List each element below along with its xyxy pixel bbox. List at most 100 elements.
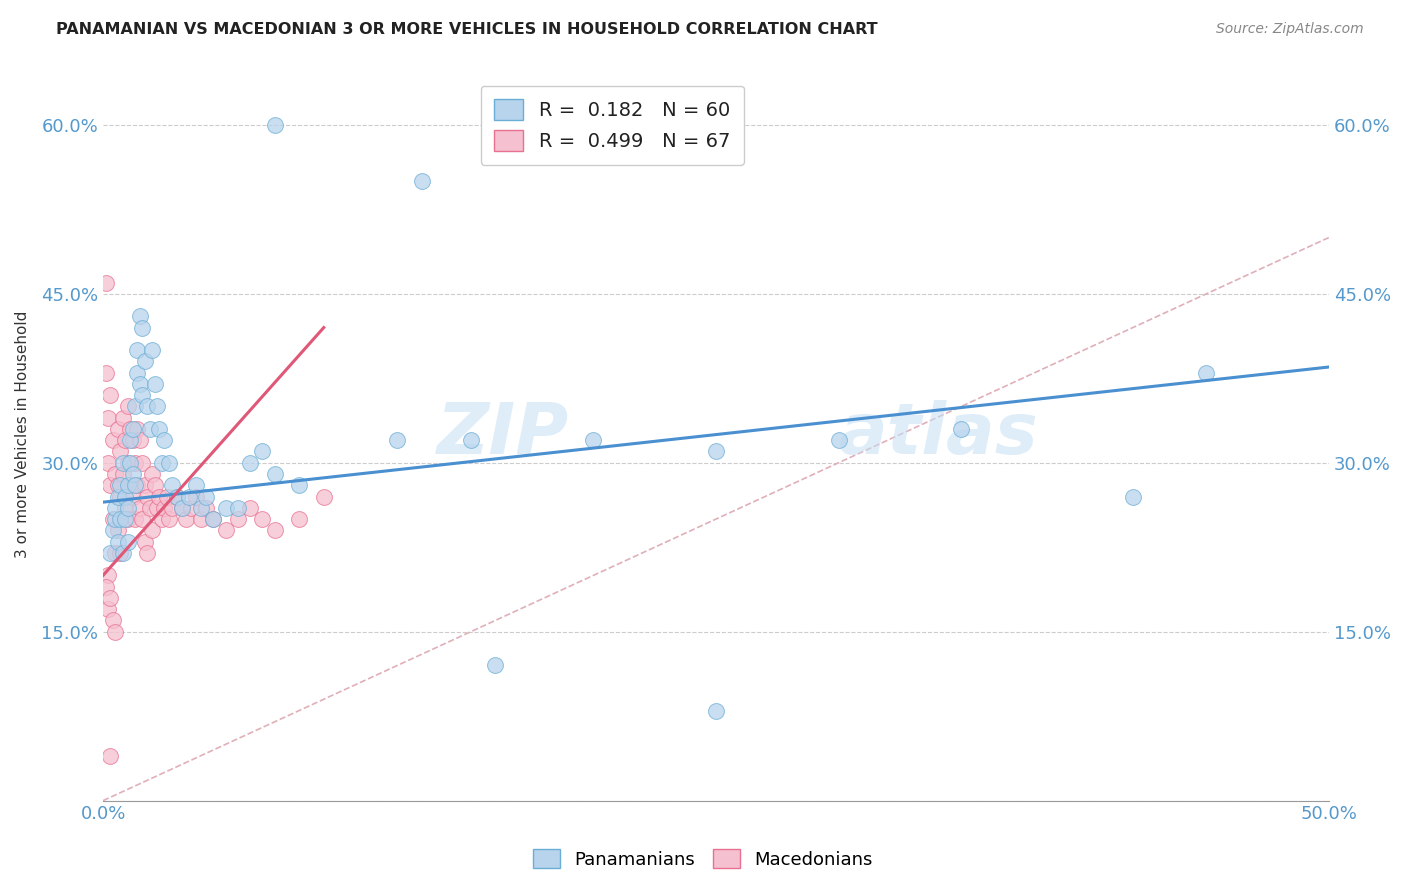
Point: [94, 276, 117, 290]
Point: [104, 546, 127, 560]
Point: [97, 568, 120, 582]
Point: [134, 534, 156, 549]
Point: [111, 467, 134, 481]
Point: [180, 500, 202, 515]
Point: [186, 490, 208, 504]
Point: [166, 490, 188, 504]
Point: [107, 478, 129, 492]
Point: [117, 534, 139, 549]
Point: [131, 512, 153, 526]
Point: [146, 500, 169, 515]
Point: [146, 400, 169, 414]
Point: [141, 343, 163, 357]
Point: [138, 500, 160, 515]
Point: [136, 400, 159, 414]
Point: [582, 433, 605, 447]
Point: [160, 500, 183, 515]
Point: [120, 478, 142, 492]
Point: [239, 500, 262, 515]
Point: [104, 467, 127, 481]
Point: [117, 478, 139, 492]
Point: [143, 478, 166, 492]
Text: atlas: atlas: [838, 401, 1039, 469]
Point: [190, 512, 212, 526]
Point: [117, 500, 139, 515]
Point: [387, 433, 409, 447]
Point: [288, 512, 311, 526]
Point: [252, 512, 274, 526]
Point: [104, 512, 127, 526]
Point: [215, 500, 238, 515]
Point: [143, 376, 166, 391]
Point: [215, 524, 238, 538]
Point: [107, 524, 129, 538]
Point: [107, 534, 129, 549]
Point: [97, 456, 120, 470]
Point: [263, 524, 285, 538]
Point: [107, 490, 129, 504]
Point: [94, 366, 117, 380]
Point: [170, 500, 193, 515]
Point: [827, 433, 849, 447]
Point: [131, 456, 153, 470]
Point: [1195, 366, 1218, 380]
Point: [124, 400, 146, 414]
Point: [176, 512, 198, 526]
Point: [157, 456, 180, 470]
Point: [100, 546, 122, 560]
Point: [128, 433, 150, 447]
Point: [128, 310, 150, 324]
Point: [127, 343, 149, 357]
Point: [100, 478, 122, 492]
Point: [484, 658, 506, 673]
Point: [124, 478, 146, 492]
Point: [111, 546, 134, 560]
Point: [170, 500, 193, 515]
Point: [97, 410, 120, 425]
Point: [114, 512, 136, 526]
Point: [131, 320, 153, 334]
Point: [195, 500, 218, 515]
Point: [110, 478, 132, 492]
Point: [460, 433, 482, 447]
Point: [263, 467, 285, 481]
Point: [128, 376, 150, 391]
Point: [136, 546, 159, 560]
Point: [177, 490, 200, 504]
Point: [121, 490, 143, 504]
Point: [136, 490, 159, 504]
Point: [166, 490, 188, 504]
Point: [94, 580, 117, 594]
Point: [110, 546, 132, 560]
Point: [148, 490, 170, 504]
Point: [141, 467, 163, 481]
Point: [104, 624, 127, 639]
Point: [252, 444, 274, 458]
Point: [110, 512, 132, 526]
Point: [202, 512, 225, 526]
Point: [263, 118, 285, 132]
Point: [239, 456, 262, 470]
Point: [111, 410, 134, 425]
Point: [148, 422, 170, 436]
Point: [104, 500, 127, 515]
Point: [411, 174, 433, 188]
Point: [120, 433, 142, 447]
Point: [157, 512, 180, 526]
Point: [138, 422, 160, 436]
Point: [153, 500, 176, 515]
Point: [107, 422, 129, 436]
Point: [121, 433, 143, 447]
Text: Source: ZipAtlas.com: Source: ZipAtlas.com: [1216, 22, 1364, 37]
Point: [202, 512, 225, 526]
Legend: R =  0.182   N = 60, R =  0.499   N = 67: R = 0.182 N = 60, R = 0.499 N = 67: [481, 86, 744, 165]
Point: [704, 704, 727, 718]
Point: [1122, 490, 1144, 504]
Point: [117, 400, 139, 414]
Point: [134, 478, 156, 492]
Point: [134, 354, 156, 368]
Point: [114, 490, 136, 504]
Point: [141, 524, 163, 538]
Point: [110, 490, 132, 504]
Point: [101, 433, 124, 447]
